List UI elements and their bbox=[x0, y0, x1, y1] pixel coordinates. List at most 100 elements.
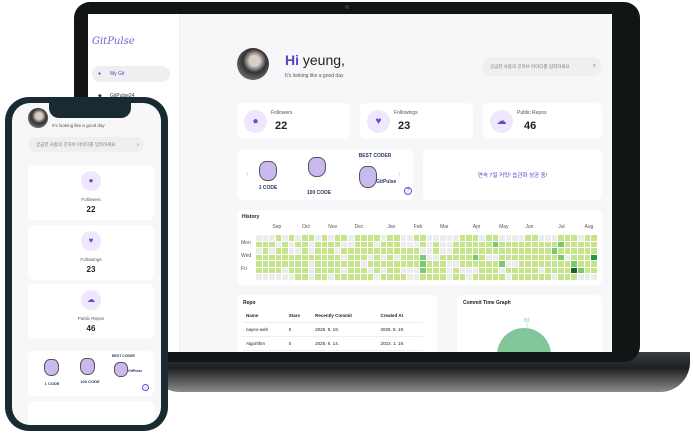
heatmap-cell bbox=[459, 261, 466, 267]
month-label: Nov bbox=[328, 224, 338, 230]
sidebar-item-my-git[interactable]: ● My Git bbox=[92, 66, 170, 82]
prev-arrow-icon[interactable]: ‹ bbox=[246, 169, 249, 178]
heatmap-cell bbox=[341, 261, 347, 267]
heatmap-cell bbox=[407, 235, 413, 241]
heatmap-cell bbox=[387, 254, 393, 261]
heatmap-cell bbox=[466, 261, 472, 267]
heatmap-cell bbox=[453, 248, 459, 254]
heatmap-cell bbox=[301, 241, 308, 248]
heatmap-cell bbox=[308, 261, 315, 267]
sidebar-item-gitpulse24[interactable]: ◆ GitPulse24 bbox=[92, 88, 170, 104]
avatar bbox=[28, 108, 48, 128]
heatmap-cell bbox=[512, 254, 518, 261]
heatmap-cell bbox=[256, 254, 262, 261]
search-input[interactable]: 궁금한 사람의 깃허브 아이디를 입력하세요 ⌕ bbox=[482, 57, 602, 76]
heatmap-cell bbox=[387, 248, 393, 254]
heatmap-cell bbox=[512, 235, 518, 241]
heatmap-cell bbox=[518, 235, 525, 241]
heatmap-cell bbox=[571, 248, 577, 254]
next-arrow-icon[interactable]: › bbox=[398, 169, 401, 178]
user-name: yeung, bbox=[302, 52, 345, 68]
avatar bbox=[237, 48, 269, 80]
heatmap-cell bbox=[466, 274, 472, 280]
stat-value: 46 bbox=[524, 120, 537, 132]
heatmap-cell bbox=[545, 241, 551, 248]
badge-label: 100 CODE bbox=[306, 190, 332, 196]
heatmap-cell bbox=[328, 267, 334, 274]
heatmap-cell bbox=[584, 235, 591, 241]
heatmap-cell bbox=[459, 235, 466, 241]
heatmap-cell bbox=[328, 241, 334, 248]
heatmap-cell bbox=[282, 254, 288, 261]
heatmap-cell bbox=[479, 274, 485, 280]
help-icon[interactable]: ? bbox=[142, 384, 149, 391]
mascot-best-coder-icon bbox=[359, 166, 377, 188]
heatmap-cell bbox=[275, 261, 282, 267]
heatmap-cell bbox=[374, 235, 380, 241]
repo-recent: 2025. 8. 14. bbox=[312, 336, 378, 351]
heatmap-cell bbox=[407, 267, 413, 274]
table-row[interactable]: nayeo-web 0 2025. 8. 19. 2025. 8. 19. bbox=[243, 322, 423, 337]
stat-label: Followers bbox=[271, 110, 293, 116]
heatmap-cell bbox=[472, 254, 479, 261]
heatmap-cell bbox=[591, 241, 597, 248]
heatmap-cell bbox=[433, 274, 439, 280]
pie-label-83: 83 bbox=[524, 318, 530, 324]
heatmap-cell bbox=[479, 235, 485, 241]
heatmap-cell bbox=[439, 235, 446, 241]
heatmap-cell bbox=[354, 241, 361, 248]
heatmap-cell bbox=[433, 261, 439, 267]
phone-screen: It's looking like a good day 궁금한 사람의 깃허브… bbox=[12, 103, 161, 425]
search-input[interactable]: 궁금한 사람의 깃허브 아이디를 입력하세요 ⌕ bbox=[28, 137, 144, 152]
heatmap-cell bbox=[387, 274, 393, 280]
heatmap-cell bbox=[347, 248, 354, 254]
heatmap-cell bbox=[295, 248, 301, 254]
heatmap-cell bbox=[518, 241, 525, 248]
heatmap-cell bbox=[439, 241, 446, 248]
heatmap-cell bbox=[446, 248, 453, 254]
heatmap-cell bbox=[558, 241, 564, 248]
heatmap-cell bbox=[485, 254, 492, 261]
logo: GitPulse bbox=[92, 36, 135, 47]
heatmap-cell bbox=[361, 254, 367, 261]
heatmap-cell bbox=[564, 235, 571, 241]
heatmap-cell bbox=[577, 235, 584, 241]
followings-card: ♥ Followings 23 bbox=[28, 225, 154, 280]
heatmap-cell bbox=[413, 235, 420, 241]
month-label: May bbox=[499, 224, 509, 230]
heatmap-cell bbox=[466, 235, 472, 241]
heatmap-cell bbox=[354, 235, 361, 241]
heatmap-cell bbox=[407, 254, 413, 261]
follower-check-icon: ● bbox=[244, 110, 267, 133]
heatmap-cell bbox=[564, 261, 571, 267]
repo-name: nayeo-web bbox=[243, 322, 286, 337]
stat-value: 22 bbox=[86, 205, 96, 214]
heatmap-cell bbox=[315, 254, 321, 261]
heatmap-cell bbox=[479, 254, 485, 261]
heatmap-cell bbox=[328, 248, 334, 254]
col-header: Name bbox=[243, 309, 286, 323]
heatmap-cell bbox=[275, 254, 282, 261]
help-icon[interactable]: ? bbox=[404, 187, 412, 195]
heatmap-cell bbox=[282, 248, 288, 254]
heatmap-cell bbox=[262, 235, 269, 241]
heatmap-cell bbox=[282, 267, 288, 274]
heatmap-cell bbox=[420, 241, 426, 248]
heatmap-cell bbox=[380, 241, 387, 248]
heatmap-cell bbox=[571, 235, 577, 241]
stat-value: 22 bbox=[275, 120, 288, 132]
heatmap-cell bbox=[453, 235, 459, 241]
heatmap-cell bbox=[400, 235, 407, 241]
heatmap-cell bbox=[367, 267, 374, 274]
heatmap-cell bbox=[367, 274, 374, 280]
heatmap-cell bbox=[295, 254, 301, 261]
heatmap-cell bbox=[334, 248, 341, 254]
heatmap-cell bbox=[505, 241, 512, 248]
heatmap-cell bbox=[334, 254, 341, 261]
heatmap-cell bbox=[288, 267, 295, 274]
badge-carousel: 1 CODE 100 CODE BEST CODER GitPulse ? bbox=[28, 351, 154, 396]
heatmap-cell bbox=[282, 261, 288, 267]
heatmap-cell bbox=[321, 254, 328, 261]
table-row[interactable]: Algorithm 0 2025. 8. 14. 2023. 1. 19. bbox=[243, 336, 423, 351]
heatmap-cell bbox=[571, 261, 577, 267]
